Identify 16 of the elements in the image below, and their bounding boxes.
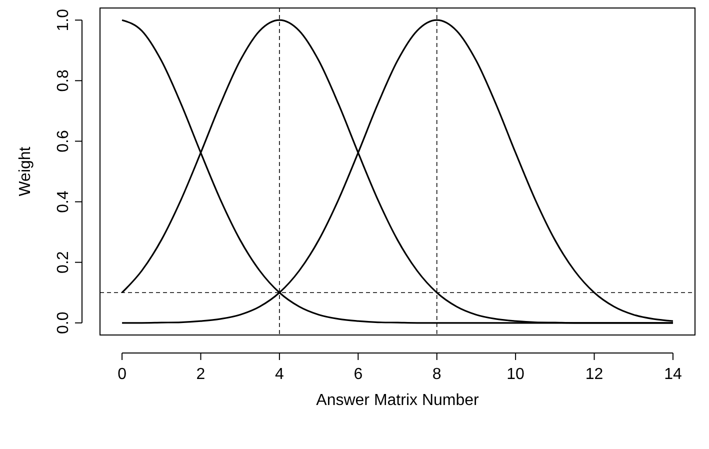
y-tick-label: 0.2 xyxy=(55,251,72,274)
x-tick-label: 8 xyxy=(432,366,442,383)
x-tick-label: 10 xyxy=(506,366,525,383)
y-tick-label: 1.0 xyxy=(55,8,72,32)
y-tick-label: 0.8 xyxy=(55,69,72,92)
x-tick-label: 14 xyxy=(664,366,682,383)
x-tick-label: 6 xyxy=(354,366,363,383)
x-tick-label: 0 xyxy=(118,366,127,383)
y-tick-label: 0.4 xyxy=(55,190,72,213)
y-tick-label: 0.0 xyxy=(55,312,72,334)
y-axis-title: Weight xyxy=(17,146,34,196)
x-tick-label: 4 xyxy=(274,366,284,383)
x-tick-label: 2 xyxy=(196,366,206,383)
x-axis-title: Answer Matrix Number xyxy=(316,392,480,409)
x-tick-label: 12 xyxy=(585,366,604,383)
y-tick-label: 0.6 xyxy=(55,130,72,152)
